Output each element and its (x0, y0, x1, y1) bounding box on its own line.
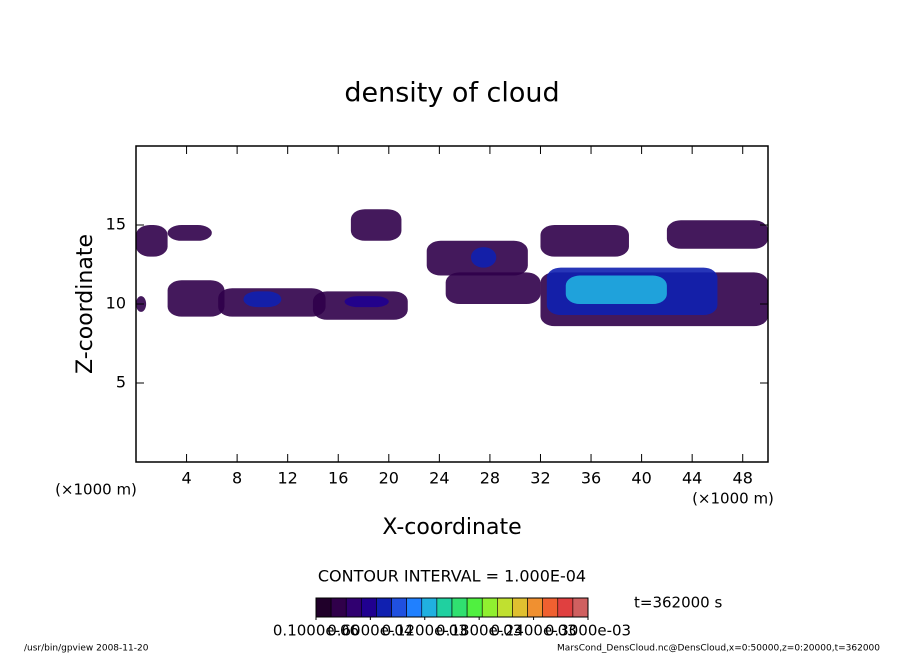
x-tick-label: 36 (581, 469, 601, 488)
colorbar-cell (451, 597, 468, 618)
colorbar-cell (421, 597, 438, 618)
x-tick-label: 44 (682, 469, 702, 488)
colorbar-tick-label: 0.3000e-03 (545, 622, 631, 640)
y-tick-label: 5 (116, 373, 126, 392)
cloud-patch (136, 225, 168, 257)
colorbar-tick-label: 0.1200e-03 (382, 622, 468, 640)
time-label: t=362000 s (634, 594, 722, 612)
colorbar-cell (527, 597, 543, 618)
y-unit: (×1000 m) (55, 481, 137, 499)
colorbar-cell (481, 597, 498, 618)
x-tick-label: 24 (429, 469, 449, 488)
footer-left: /usr/bin/gpview 2008-11-20 (24, 644, 149, 654)
x-tick-label: 16 (328, 469, 348, 488)
colorbar-cell (466, 597, 483, 618)
colorbar-cell (361, 597, 377, 618)
colorbar-cell (572, 597, 589, 618)
contour-interval: CONTOUR INTERVAL = 1.000E-04 (318, 567, 586, 586)
cloud-patch (445, 272, 541, 304)
colorbar-tick-label: 0.2400e-03 (490, 622, 576, 640)
y-tick-label: 15 (106, 215, 126, 234)
x-tick-label: 48 (733, 469, 753, 488)
x-axis-label: X-coordinate (382, 515, 521, 540)
colorbar-cell (436, 597, 453, 618)
x-tick-label: 28 (480, 469, 500, 488)
colorbar-tick-label: 0.1800e-03 (436, 622, 522, 640)
colorbar-cell (330, 597, 347, 618)
y-tick-label: 10 (106, 294, 126, 313)
colorbar-cell (557, 597, 574, 618)
colorbar-frame (315, 597, 589, 618)
y-axis-label: Z-coordinate (73, 234, 98, 374)
x-tick-label: 20 (379, 469, 399, 488)
cloud-patch (350, 209, 402, 241)
x-tick-label: 12 (278, 469, 298, 488)
cloud-patch (666, 220, 768, 249)
cloud-patch (167, 280, 225, 317)
plot-area (136, 209, 768, 327)
colorbar-cell (376, 597, 392, 618)
colorbar-cell (497, 597, 513, 618)
x-tick-label: 32 (530, 469, 550, 488)
cloud-patch (540, 225, 629, 257)
cloud-patch (565, 275, 667, 304)
chart-title: density of cloud (344, 78, 559, 109)
x-tick-label: 4 (181, 469, 191, 488)
x-tick-label: 8 (232, 469, 242, 488)
colorbar-cell (391, 597, 407, 618)
colorbar-cell (406, 597, 423, 618)
cloud-patch (470, 247, 497, 268)
colorbar-tick-label: 0.1000e-06 (273, 622, 359, 640)
cloud-patch (243, 291, 282, 308)
x-tick-label: 40 (631, 469, 651, 488)
cloud-patch (344, 296, 389, 308)
footer-right: MarsCond_DensCloud.nc@DensCloud,x=0:5000… (557, 644, 880, 654)
colorbar-cell (345, 597, 362, 618)
x-unit: (×1000 m) (692, 490, 774, 508)
cloud-patch (167, 225, 212, 241)
colorbar-cell (512, 597, 528, 618)
colorbar-cell (315, 597, 332, 618)
colorbar-cell (542, 597, 559, 618)
colorbar-tick-label: 0.6000e-04 (327, 622, 413, 640)
